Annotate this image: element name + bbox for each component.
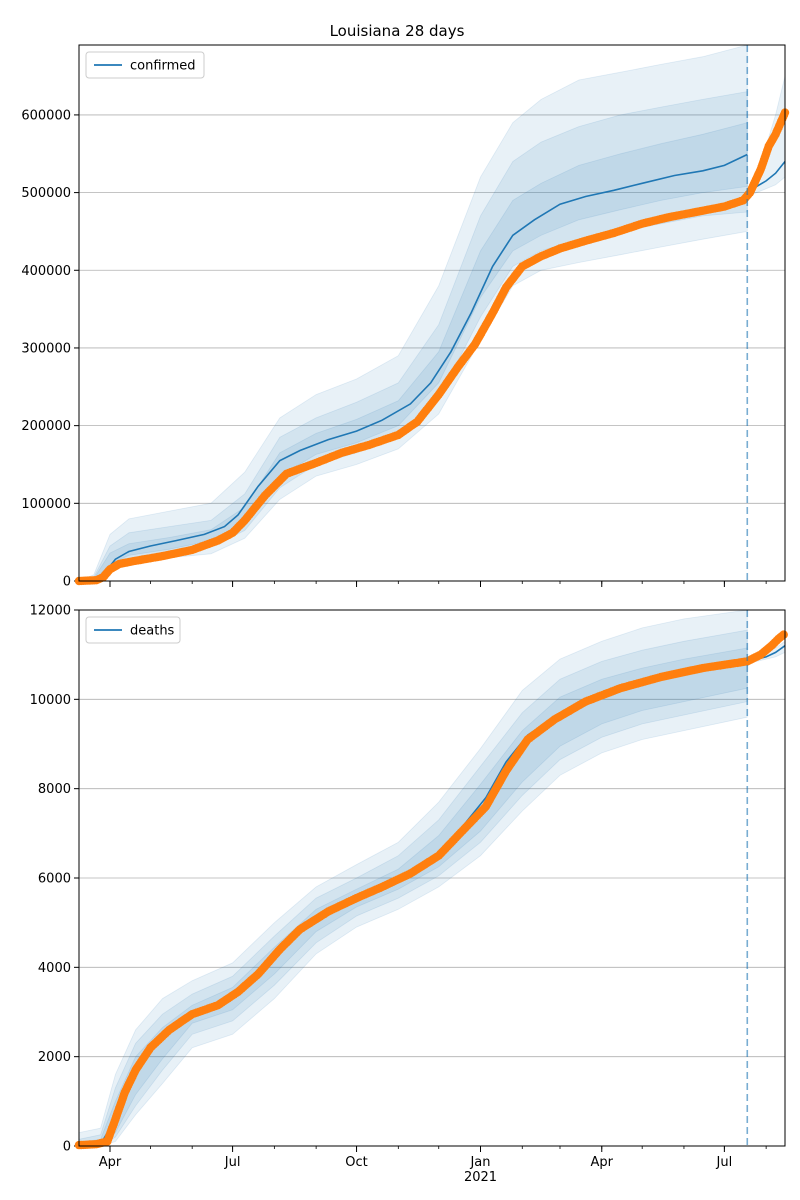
legend-box <box>85 51 205 79</box>
y-tick-label: 4000 <box>38 961 71 976</box>
x-tick-label: Apr <box>99 1155 122 1170</box>
confidence-band <box>78 91 748 582</box>
confirmed-panel: 0 100000 200000 300000 400000 500000 600000 con… <box>21 44 790 590</box>
y-tick-label: 6000 <box>38 872 71 887</box>
legend-label: deaths <box>130 624 175 639</box>
y-tick-label: 8000 <box>38 782 71 797</box>
y-tick-label: 600000 <box>21 108 71 123</box>
plot-frame <box>78 44 786 582</box>
y-tick-label: 0 <box>63 1140 71 1155</box>
observed-point <box>779 630 788 639</box>
y-tick-label: 500000 <box>21 186 71 201</box>
x-tick-label: Oct <box>345 1155 367 1170</box>
legend-label: confirmed <box>130 59 196 74</box>
x-tick-label: Apr <box>591 1155 614 1170</box>
plot-frame <box>78 609 786 1147</box>
y-tick-label: 300000 <box>21 341 71 356</box>
legend-box <box>85 616 181 644</box>
y-tick-label: 0 <box>63 575 71 590</box>
y-tick-label: 2000 <box>38 1050 71 1065</box>
y-tick-label: 10000 <box>30 693 71 708</box>
x-year-label: 2021 <box>464 1170 497 1185</box>
x-tick-label: Jul <box>224 1155 241 1170</box>
deaths-panel: 0 2000 4000 6000 8000 10000 12000 Apr Jul Oct Jan A… <box>30 604 788 1185</box>
y-tick-label: 100000 <box>21 497 71 512</box>
y-tick-label: 12000 <box>30 604 71 619</box>
x-tick-label: Jan <box>469 1155 490 1170</box>
x-tick-label: Jul <box>716 1155 733 1170</box>
y-tick-label: 200000 <box>21 419 71 434</box>
chart-title: Louisiana 28 days <box>330 22 465 40</box>
confidence-band <box>78 609 748 1147</box>
series-line <box>78 153 748 582</box>
y-tick-label: 400000 <box>21 264 71 279</box>
